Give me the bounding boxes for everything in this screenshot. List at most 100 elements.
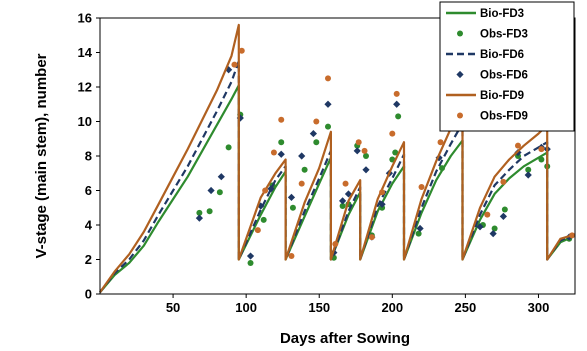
- y-tick-label-7: 14: [78, 45, 93, 60]
- axes: 0 2 4 6 8 10 12 14 16 50 100 150 200 250 300: [78, 11, 576, 315]
- legend-label-obs-fd9: Obs-FD9: [480, 111, 528, 123]
- point-obs-fd3-6: [260, 216, 267, 223]
- point-obs-fd3-10: [301, 166, 308, 173]
- point-obs-fd3-3: [225, 144, 232, 151]
- y-tick-label-2: 4: [85, 218, 93, 233]
- point-obs-fd6-22: [416, 224, 424, 233]
- point-obs-fd3-9: [289, 204, 296, 211]
- y-tick-label-3: 6: [85, 183, 92, 198]
- point-obs-fd9-14: [368, 234, 375, 241]
- x-tick-label-3: 200: [381, 300, 403, 315]
- legend-label-obs-fd6: Obs-FD6: [480, 70, 528, 82]
- legend-symbol-obs-fd3: [457, 30, 463, 37]
- point-obs-fd3-30: [525, 166, 532, 173]
- y-tick-label-1: 2: [85, 252, 92, 267]
- point-obs-fd9-15: [379, 189, 386, 196]
- legend-label-bio-fd3: Bio-FD3: [480, 8, 524, 20]
- point-obs-fd9-7: [298, 180, 305, 187]
- point-obs-fd6-2: [217, 173, 225, 181]
- point-obs-fd9-1: [238, 47, 245, 54]
- point-obs-fd6-21: [393, 100, 401, 108]
- point-obs-fd9-9: [325, 75, 331, 82]
- point-obs-fd3-28: [501, 206, 508, 213]
- point-obs-fd6-16: [353, 147, 361, 155]
- point-obs-fd3-21: [392, 149, 399, 156]
- x-tick-label-1: 100: [235, 300, 257, 315]
- point-obs-fd9-18: [418, 184, 425, 191]
- point-obs-fd6-29: [524, 171, 532, 179]
- point-obs-fd3-8: [278, 139, 285, 146]
- point-obs-fd6-8: [277, 150, 285, 158]
- point-obs-fd9-0: [231, 61, 238, 68]
- point-obs-fd3-11: [313, 139, 320, 146]
- point-obs-fd3-27: [491, 225, 498, 232]
- point-obs-fd6-10: [298, 152, 306, 160]
- point-obs-fd3-12: [325, 123, 331, 130]
- x-tick-label-2: 150: [308, 300, 330, 315]
- point-obs-fd3-23: [415, 230, 422, 237]
- point-obs-fd3-14: [339, 203, 346, 210]
- series-bio-fd9: [99, 23, 573, 293]
- y-tick-label-6: 12: [78, 80, 92, 95]
- point-obs-fd9-4: [270, 149, 277, 156]
- point-obs-fd6-19: [378, 200, 386, 208]
- legend-symbol-obs-fd6: [456, 70, 464, 79]
- point-obs-fd9-16: [389, 130, 396, 137]
- point-obs-fd9-6: [288, 253, 295, 260]
- point-obs-fd6-26: [489, 230, 497, 238]
- y-tick-label-8: 16: [78, 11, 92, 26]
- line-bio-fd3: [99, 84, 573, 294]
- legend-label-obs-fd3: Obs-FD3: [480, 29, 528, 41]
- point-obs-fd3-31: [538, 156, 545, 163]
- y-tick-label-5: 10: [78, 114, 92, 129]
- series-bio-fd3: [99, 84, 573, 294]
- point-obs-fd9-13: [361, 147, 368, 154]
- point-obs-fd3-24: [439, 165, 445, 172]
- point-obs-fd9-22: [500, 178, 507, 185]
- point-obs-fd6-5: [246, 252, 255, 260]
- point-obs-fd9-11: [342, 180, 349, 187]
- point-obs-fd6-23: [435, 154, 443, 162]
- point-obs-fd9-3: [262, 187, 269, 194]
- point-obs-fd6-9: [287, 193, 296, 201]
- point-obs-fd3-22: [395, 113, 402, 120]
- point-obs-fd9-17: [393, 90, 400, 97]
- x-tick-label-4: 250: [455, 300, 477, 315]
- point-obs-fd3-1: [206, 208, 213, 215]
- point-obs-fd3-5: [247, 259, 254, 266]
- point-obs-fd6-17: [362, 166, 370, 174]
- point-obs-fd9-23: [515, 142, 521, 149]
- point-obs-fd3-17: [363, 153, 369, 159]
- x-tick-label-5: 300: [528, 300, 550, 315]
- point-obs-fd6-0: [195, 214, 203, 222]
- point-obs-fd9-12: [355, 139, 362, 146]
- point-obs-fd6-27: [499, 212, 507, 220]
- point-obs-fd3-0: [196, 209, 203, 216]
- point-obs-fd9-10: [332, 240, 339, 247]
- legend-label-bio-fd9: Bio-FD9: [480, 90, 524, 102]
- point-obs-fd3-2: [216, 189, 223, 196]
- y-tick-label-4: 8: [85, 149, 92, 164]
- point-obs-fd9-19: [437, 139, 444, 146]
- legend-box: [439, 1, 575, 132]
- point-obs-fd6-7: [267, 185, 275, 193]
- point-obs-fd9-8: [313, 118, 320, 125]
- point-obs-fd6-11: [309, 129, 317, 138]
- y-tick-label-0: 0: [85, 287, 92, 302]
- point-obs-fd9-21: [484, 211, 491, 218]
- point-obs-fd9-5: [278, 116, 285, 123]
- legend-label-bio-fd6: Bio-FD6: [480, 49, 524, 61]
- point-obs-fd9-2: [254, 227, 261, 234]
- x-tick-label-0: 50: [166, 300, 180, 315]
- y-axis-title: V-stage (main stem), number: [33, 53, 50, 258]
- point-obs-fd6-1: [207, 186, 215, 195]
- x-axis-title: Days after Sowing: [280, 330, 410, 347]
- point-obs-fd9-26: [569, 232, 576, 239]
- point-obs-fd6-14: [339, 197, 347, 205]
- legend-symbol-obs-fd9: [457, 112, 463, 119]
- point-obs-fd9-24: [538, 146, 545, 153]
- point-obs-fd6-12: [324, 100, 332, 108]
- point-obs-fd6-25: [476, 223, 484, 231]
- point-obs-fd6-3: [225, 66, 233, 74]
